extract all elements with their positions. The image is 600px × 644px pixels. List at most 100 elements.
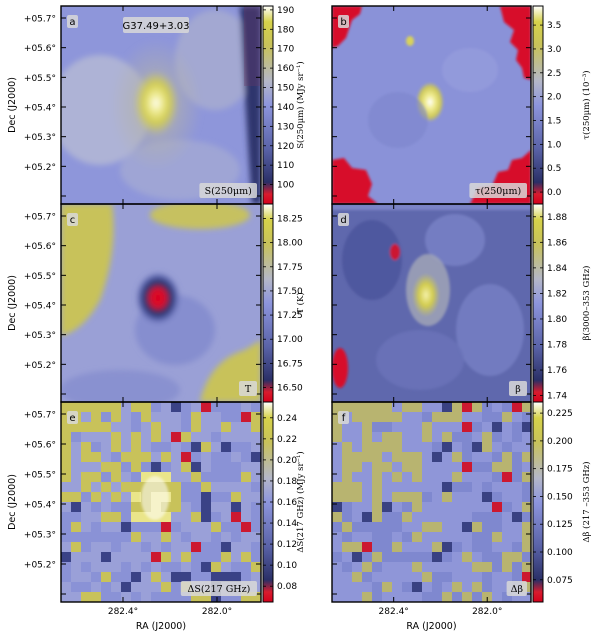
mosaic-cell [151, 552, 162, 563]
colorbar-tick-label: 1.5 [547, 117, 561, 127]
mosaic-cell [462, 432, 473, 443]
panel-letter: a [69, 17, 75, 28]
panel-letter: e [69, 413, 75, 424]
mosaic-cell [241, 592, 252, 602]
mosaic-cell [382, 472, 393, 483]
mosaic-cell [121, 502, 132, 513]
colorbar-tick-label: 0.16 [277, 498, 297, 508]
mosaic-cell [151, 462, 162, 473]
mosaic-cell [362, 592, 373, 602]
colorbar [262, 5, 274, 205]
mosaic-cell [472, 452, 483, 463]
mosaic-cell [61, 552, 72, 563]
mosaic-cell [402, 452, 413, 463]
mosaic-cell [412, 532, 423, 543]
mosaic-cell [502, 502, 513, 513]
mosaic-cell [462, 512, 473, 523]
mosaic-cell [412, 572, 423, 583]
mosaic-cell [241, 422, 252, 433]
colorbar-tick-label: 0.075 [547, 576, 573, 586]
mosaic-cell [452, 532, 463, 543]
mosaic-cell [101, 532, 112, 543]
mosaic-cell [221, 472, 232, 483]
mosaic-cell [61, 402, 72, 413]
colorbar-tick-label: 160 [277, 64, 294, 74]
colorbar-label: β(3000–353 GHz) [581, 265, 592, 340]
mosaic-cell [81, 532, 92, 543]
mosaic-cell [332, 442, 343, 453]
mosaic-cell [522, 532, 531, 543]
mosaic-cell [522, 542, 531, 553]
mosaic-cell [362, 542, 373, 553]
mosaic-cell [422, 552, 433, 563]
mosaic-cell [61, 422, 72, 433]
panel-letter-box [338, 411, 349, 424]
mosaic-cell [492, 402, 503, 413]
mosaic-cell [372, 442, 383, 453]
y-tick-label: +05.7° [24, 15, 56, 25]
mosaic-cell [482, 482, 493, 493]
mosaic-cell [231, 462, 242, 473]
mosaic-cell [91, 552, 102, 563]
mosaic-cell [492, 522, 503, 533]
mosaic-cell [372, 492, 383, 503]
mosaic-cell [402, 572, 413, 583]
mosaic-cell [492, 442, 503, 453]
mosaic-cell [231, 552, 242, 563]
mosaic-cell [382, 452, 393, 463]
mosaic-cell [171, 482, 182, 493]
mosaic-cell [211, 482, 222, 493]
mosaic-cell [502, 572, 513, 583]
mosaic-cell [422, 592, 433, 602]
x-axis-label: RA (J2000) [406, 621, 456, 632]
mosaic-cell [81, 442, 92, 453]
mosaic-cell [61, 492, 72, 503]
mosaic-cell [61, 522, 72, 533]
mosaic-cell [91, 462, 102, 473]
mosaic-cell [171, 582, 182, 593]
mosaic-cell [121, 492, 132, 503]
mosaic-cell [81, 452, 92, 463]
y-axis-label: Dec (J2000) [7, 77, 18, 133]
mosaic-cell [432, 422, 443, 433]
mosaic-cell [241, 432, 252, 443]
mosaic-cell [512, 542, 523, 553]
mosaic-cell [91, 572, 102, 583]
mosaic-cell [362, 422, 373, 433]
mosaic-cell [492, 452, 503, 463]
mosaic-cell [151, 452, 162, 463]
mosaic-cell [211, 402, 222, 413]
mosaic-cell [452, 402, 463, 413]
mosaic-cell [422, 452, 433, 463]
mosaic-cell [432, 532, 443, 543]
mosaic-cell [362, 462, 373, 473]
map-label: S(250μm) [205, 186, 252, 197]
mosaic-cell [111, 552, 122, 563]
colorbar-label: τ(250μm) (10⁻³) [581, 70, 592, 139]
mosaic-cell [522, 402, 531, 413]
mosaic-cell [352, 402, 363, 413]
mosaic-cell [452, 562, 463, 573]
mosaic-cell [131, 462, 142, 473]
panel-frame [331, 401, 532, 603]
mosaic-cell [502, 422, 513, 433]
mosaic-cell [141, 512, 152, 523]
mosaic-cell [372, 402, 383, 413]
colorbar-tick-label: 0.12 [277, 540, 297, 550]
mosaic-cell [141, 552, 152, 563]
mosaic-cell [221, 592, 232, 602]
mosaic-cell [482, 452, 493, 463]
mosaic-cell [61, 572, 72, 583]
mosaic-cell [111, 572, 122, 583]
mosaic-cell [412, 402, 423, 413]
mosaic-cell [352, 542, 363, 553]
mosaic-cell [191, 572, 202, 583]
y-tick-label: +05.6° [24, 242, 56, 252]
mosaic-cell [442, 452, 453, 463]
colorbar-tick-label: 170 [277, 45, 294, 55]
y-tick-label: +05.2° [24, 561, 56, 571]
mosaic-cell [191, 462, 202, 473]
colorbar-tick-label: 1.76 [547, 366, 567, 376]
mosaic-cell [332, 502, 343, 513]
